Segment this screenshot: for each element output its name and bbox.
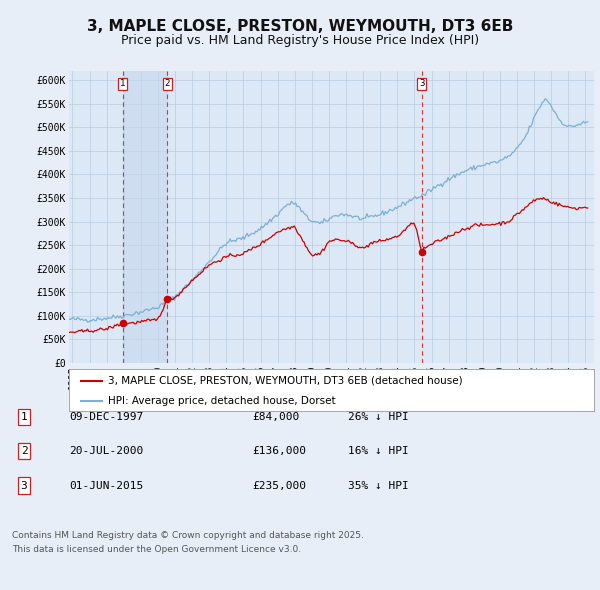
Text: 3: 3 — [419, 80, 424, 88]
Text: 2: 2 — [20, 447, 28, 456]
Text: 26% ↓ HPI: 26% ↓ HPI — [348, 412, 409, 422]
Text: 1: 1 — [120, 80, 125, 88]
Text: 3, MAPLE CLOSE, PRESTON, WEYMOUTH, DT3 6EB (detached house): 3, MAPLE CLOSE, PRESTON, WEYMOUTH, DT3 6… — [109, 376, 463, 386]
Text: 1: 1 — [20, 412, 28, 422]
Text: 01-JUN-2015: 01-JUN-2015 — [69, 481, 143, 490]
Text: Price paid vs. HM Land Registry's House Price Index (HPI): Price paid vs. HM Land Registry's House … — [121, 34, 479, 47]
Text: 09-DEC-1997: 09-DEC-1997 — [69, 412, 143, 422]
Text: HPI: Average price, detached house, Dorset: HPI: Average price, detached house, Dors… — [109, 396, 336, 405]
Text: 16% ↓ HPI: 16% ↓ HPI — [348, 447, 409, 456]
Text: 3: 3 — [20, 481, 28, 490]
Bar — [122, 71, 167, 363]
Text: 3, MAPLE CLOSE, PRESTON, WEYMOUTH, DT3 6EB: 3, MAPLE CLOSE, PRESTON, WEYMOUTH, DT3 6… — [87, 19, 513, 34]
Text: 20-JUL-2000: 20-JUL-2000 — [69, 447, 143, 456]
Text: 2: 2 — [164, 80, 170, 88]
Text: This data is licensed under the Open Government Licence v3.0.: This data is licensed under the Open Gov… — [12, 545, 301, 555]
Text: Contains HM Land Registry data © Crown copyright and database right 2025.: Contains HM Land Registry data © Crown c… — [12, 531, 364, 540]
Text: £136,000: £136,000 — [252, 447, 306, 456]
Text: £235,000: £235,000 — [252, 481, 306, 490]
Text: £84,000: £84,000 — [252, 412, 299, 422]
Text: 35% ↓ HPI: 35% ↓ HPI — [348, 481, 409, 490]
